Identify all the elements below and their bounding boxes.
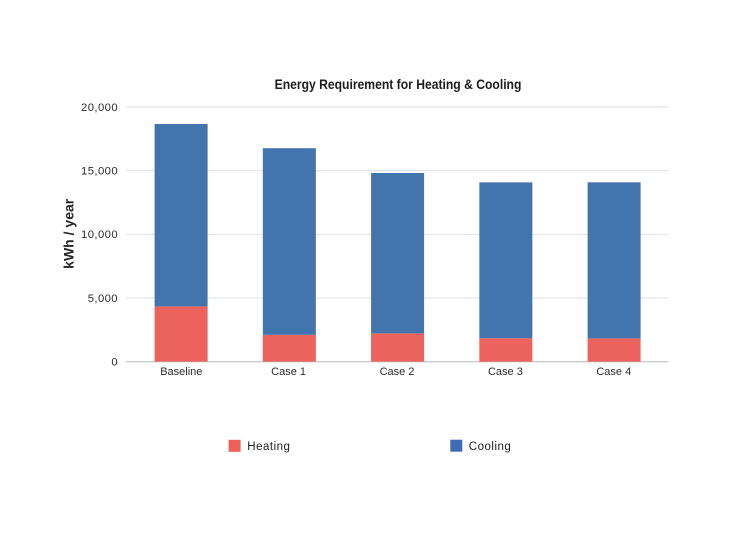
- svg-text:10,000: 10,000: [81, 229, 118, 241]
- svg-text:15,000: 15,000: [81, 166, 118, 178]
- svg-text:Energy Requirement for Heating: Energy Requirement for Heating & Cooling: [275, 76, 522, 92]
- svg-text:20,000: 20,000: [81, 102, 118, 114]
- svg-text:Case 1: Case 1: [271, 366, 306, 378]
- svg-text:Case 4: Case 4: [596, 366, 631, 378]
- svg-text:Case 3: Case 3: [488, 366, 523, 378]
- svg-text:Baseline: Baseline: [160, 366, 202, 378]
- svg-text:5,000: 5,000: [88, 293, 118, 305]
- svg-text:Case 2: Case 2: [380, 366, 415, 378]
- svg-text:kWh / year: kWh / year: [61, 198, 77, 269]
- svg-text:0: 0: [111, 357, 118, 369]
- svg-text:Cooling: Cooling: [469, 441, 512, 453]
- svg-text:Heating: Heating: [247, 441, 290, 453]
